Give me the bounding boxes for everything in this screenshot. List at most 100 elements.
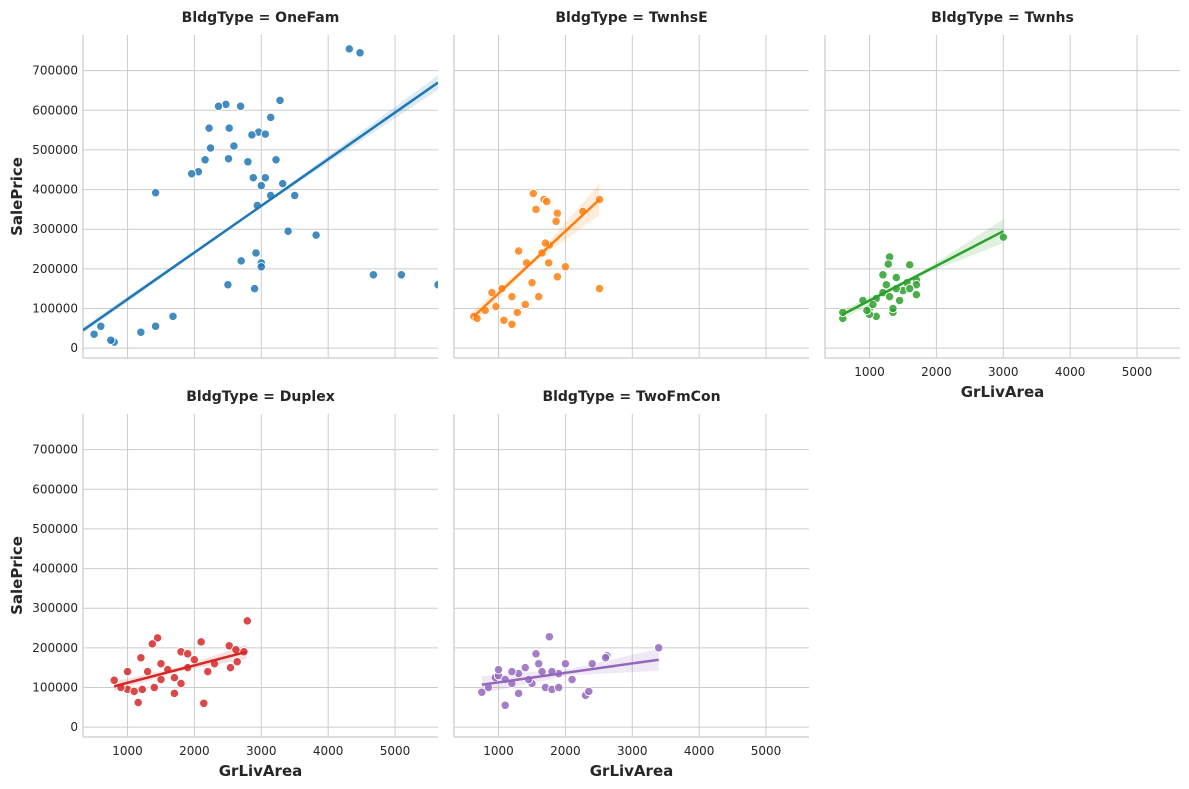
x-axis-label: GrLivArea	[961, 383, 1045, 401]
scatter-point	[493, 664, 504, 675]
scatter-point	[136, 327, 146, 337]
scatter-point	[256, 262, 266, 272]
scatter-point	[189, 655, 200, 665]
scatter-point	[266, 112, 276, 123]
scatter-point	[531, 649, 541, 659]
y-tick-label: 100000	[32, 680, 78, 694]
scatter-point	[534, 659, 544, 669]
scatter-point	[122, 666, 133, 677]
x-tick-label: 3000	[246, 744, 277, 758]
scatter-point	[554, 682, 564, 693]
scatter-point	[225, 662, 236, 673]
scatter-point	[169, 688, 180, 699]
y-axis-label: SalePrice	[8, 536, 26, 615]
scatter-point	[888, 303, 898, 314]
x-axis-label: GrLivArea	[590, 762, 674, 780]
scatter-point	[500, 700, 510, 710]
y-tick-label: 0	[70, 341, 78, 355]
y-axis-label: SalePrice	[8, 157, 26, 236]
scatter-point	[540, 238, 551, 248]
scatter-point	[256, 180, 266, 191]
scatter-point	[275, 95, 285, 106]
y-tick-label: 600000	[32, 103, 78, 117]
x-tick-label: 3000	[988, 365, 1019, 379]
y-tick-label: 700000	[32, 64, 78, 78]
scatter-point	[905, 260, 915, 270]
scatter-point	[235, 101, 246, 111]
scatter-point	[527, 278, 537, 288]
x-tick-label: 1000	[854, 365, 885, 379]
scatter-point	[884, 291, 895, 302]
scatter-point	[894, 295, 905, 306]
scatter-point	[129, 686, 139, 697]
scatter-point	[587, 659, 597, 669]
scatter-point	[542, 196, 552, 207]
scatter-point	[133, 697, 143, 708]
scatter-point	[477, 687, 487, 697]
scatter-point	[311, 230, 321, 240]
scatter-point	[552, 272, 563, 282]
panel-title: BldgType = Duplex	[186, 389, 334, 405]
scatter-point	[232, 657, 242, 667]
scatter-point	[229, 141, 239, 151]
plot-area	[83, 44, 438, 347]
scatter-point	[531, 204, 541, 215]
scatter-point	[520, 662, 530, 673]
scatter-point	[183, 649, 193, 659]
y-tick-label: 300000	[32, 222, 78, 236]
panel-onefam: BldgType = OneFam 0 100000 200000 300000 4000…	[8, 10, 438, 359]
scatter-point	[520, 299, 530, 310]
scatter-point	[260, 173, 270, 183]
scatter-point	[236, 256, 246, 266]
chart-panels: BldgType = OneFam 0 100000 200000 300000 4000…	[8, 10, 1180, 780]
x-tick-label: 4000	[1055, 365, 1086, 379]
x-tick-label: 2000	[550, 744, 581, 758]
scatter-point	[891, 272, 901, 283]
scatter-point	[278, 178, 288, 189]
panel-duplex: BldgType = Duplex 0 100000 200000 300000 4000…	[8, 389, 438, 780]
scatter-point	[911, 289, 922, 300]
scatter-point	[567, 674, 577, 685]
x-tick-label: 4000	[684, 744, 715, 758]
scatter-point	[156, 659, 166, 669]
scatter-point	[156, 674, 166, 685]
panel-twnhse: BldgType = TwnhsE	[453, 10, 809, 359]
scatter-point	[176, 678, 186, 689]
regression-line	[113, 650, 247, 688]
scatter-point	[290, 190, 300, 201]
scatter-point	[247, 130, 257, 140]
confidence-band	[473, 183, 600, 323]
scatter-point	[89, 329, 99, 339]
scatter-point	[248, 173, 258, 183]
y-tick-label: 400000	[32, 183, 78, 197]
scatter-point	[150, 188, 161, 198]
scatter-point	[205, 143, 216, 153]
y-tick-label: 200000	[32, 641, 78, 655]
scatter-point	[168, 311, 178, 322]
panel-title: BldgType = OneFam	[182, 10, 340, 26]
scatter-point	[512, 307, 522, 318]
scatter-point	[513, 246, 524, 256]
scatter-point	[242, 616, 252, 626]
scatter-point	[96, 321, 106, 331]
x-tick-label: 5000	[751, 744, 782, 758]
x-tick-label: 2000	[179, 744, 210, 758]
scatter-point	[534, 291, 544, 302]
x-tick-label: 5000	[1122, 365, 1153, 379]
scatter-point	[142, 666, 153, 677]
scatter-point	[149, 682, 159, 693]
scatter-point	[368, 270, 379, 280]
scatter-point	[881, 280, 891, 290]
regression-line	[842, 230, 1004, 316]
scatter-point	[169, 672, 180, 683]
panel-twofmcon: BldgType = TwoFmCon 1000 2000 3000 4000 5000 G…	[453, 389, 809, 780]
scatter-point	[224, 123, 234, 133]
scatter-point	[560, 659, 571, 669]
scatter-point	[491, 301, 501, 312]
scatter-point	[200, 155, 210, 165]
scatter-point	[204, 123, 214, 133]
y-tick-label: 500000	[32, 143, 78, 157]
scatter-point	[187, 169, 197, 179]
scatter-point	[600, 653, 611, 663]
scatter-point	[251, 248, 261, 258]
